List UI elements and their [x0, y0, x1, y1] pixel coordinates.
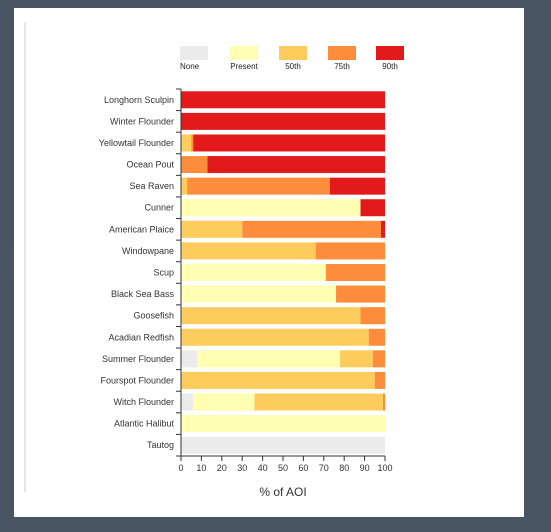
x-tick-label: 30 — [237, 463, 247, 473]
y-tick-label: Atlantic Halibut — [114, 419, 175, 429]
bar-segment — [326, 264, 385, 281]
x-axis: 0 10 20 30 40 50 60 70 80 90 100 — [178, 456, 392, 473]
bar-segment — [181, 329, 369, 346]
bar-segment — [191, 134, 193, 151]
bar-segment — [193, 134, 385, 151]
bar-segment — [381, 221, 385, 238]
bar-segment — [193, 394, 254, 411]
legend-label-90th: 90th — [382, 62, 398, 71]
bar-segment — [181, 113, 385, 130]
y-axis: Longhorn Sculpin Winter Flounder Yellowtai… — [99, 89, 181, 456]
bar-segment — [383, 394, 385, 411]
bar-segment — [181, 156, 208, 173]
x-tick-label: 0 — [178, 463, 183, 473]
chart-legend: None Present 50th 75th 90th — [180, 46, 404, 71]
x-tick-label: 20 — [217, 463, 227, 473]
bar-segment — [336, 286, 385, 303]
bar-segment — [181, 199, 361, 216]
bar-segment — [181, 178, 187, 195]
y-tick-label: American Plaice — [109, 224, 174, 234]
y-tick-label: Acadian Redfish — [108, 332, 174, 342]
y-tick-label: Windowpane — [122, 246, 174, 256]
bar-segment — [197, 350, 340, 367]
x-tick-label: 100 — [377, 463, 392, 473]
bar-segment — [369, 329, 385, 346]
bar-segment — [181, 91, 385, 108]
bar-segment — [181, 221, 242, 238]
bar-segment — [316, 242, 385, 259]
bar-segment — [181, 264, 326, 281]
bar-segment — [181, 350, 197, 367]
legend-swatch-none — [180, 46, 208, 60]
legend-label-present: Present — [230, 62, 258, 71]
legend-label-75th: 75th — [334, 62, 350, 71]
x-tick-label: 50 — [278, 463, 288, 473]
bar-segment — [373, 350, 385, 367]
y-tick-label: Black Sea Bass — [111, 289, 175, 299]
legend-label-50th: 50th — [285, 62, 301, 71]
bar-segment — [361, 199, 385, 216]
y-tick-label: Tautog — [147, 440, 174, 450]
x-tick-label: 10 — [196, 463, 206, 473]
y-tick-label: Summer Flounder — [102, 354, 174, 364]
y-tick-label: Winter Flounder — [110, 116, 174, 126]
bar-segment — [361, 307, 385, 324]
bar-segment — [340, 350, 373, 367]
bar-segment — [254, 394, 383, 411]
x-tick-label: 40 — [258, 463, 268, 473]
y-tick-label: Scup — [153, 268, 174, 278]
y-tick-label: Sea Raven — [129, 181, 174, 191]
x-tick-label: 80 — [339, 463, 349, 473]
y-tick-label: Yellowtail Flounder — [99, 138, 174, 148]
bar-segment — [375, 372, 385, 389]
y-tick-label: Ocean Pout — [126, 160, 174, 170]
y-tick-label: Fourspot Flounder — [100, 375, 174, 385]
bar-segment — [181, 134, 191, 151]
legend-label-none: None — [180, 62, 200, 71]
x-tick-label: 90 — [360, 463, 370, 473]
x-tick-label: 70 — [319, 463, 329, 473]
bar-segment — [330, 178, 385, 195]
legend-swatch-90th — [376, 46, 404, 60]
bar-segment — [187, 178, 330, 195]
x-axis-title: % of AOI — [259, 485, 306, 499]
bar-segment — [181, 415, 385, 432]
bar-segment — [208, 156, 385, 173]
bar-segment — [181, 307, 361, 324]
x-tick-label: 60 — [298, 463, 308, 473]
bar-segment — [181, 242, 316, 259]
legend-swatch-75th — [328, 46, 356, 60]
bar-segment — [181, 394, 193, 411]
bar-segment — [181, 286, 336, 303]
y-tick-label: Witch Flounder — [113, 397, 174, 407]
y-tick-label: Longhorn Sculpin — [104, 95, 174, 105]
legend-swatch-50th — [279, 46, 307, 60]
bar-segment — [181, 372, 375, 389]
y-tick-label: Goosefish — [133, 311, 174, 321]
chart-bars — [181, 91, 385, 453]
legend-swatch-present — [230, 46, 258, 60]
y-tick-label: Cunner — [144, 203, 174, 213]
bar-segment — [242, 221, 381, 238]
bar-segment — [181, 437, 385, 454]
